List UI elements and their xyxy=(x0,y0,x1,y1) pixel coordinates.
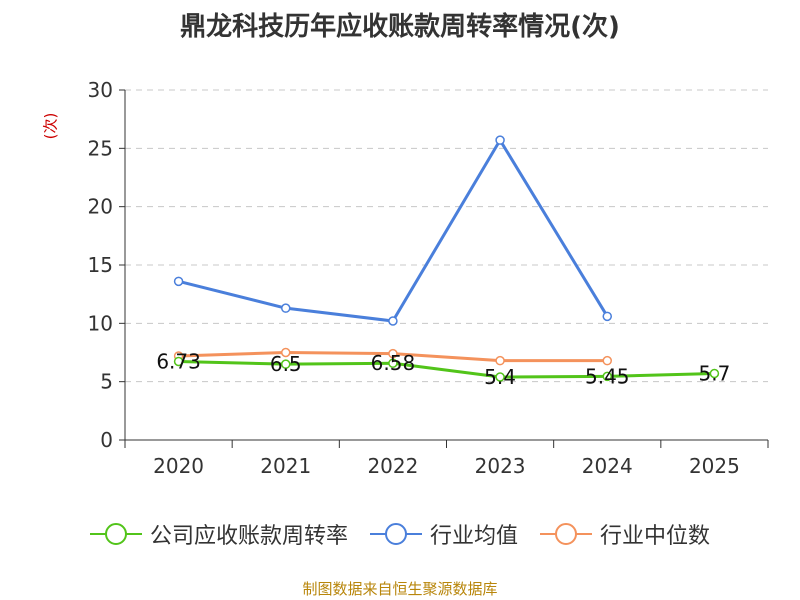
y-tick-label: 20 xyxy=(88,195,113,219)
data-point-industry-median[interactable] xyxy=(602,355,612,366)
data-point-industry-average[interactable] xyxy=(495,135,505,145)
data-label: 6.58 xyxy=(371,351,416,375)
data-point-company[interactable] xyxy=(173,356,184,367)
chart-title: 鼎龙科技历年应收账款周转率情况(次) xyxy=(180,12,620,42)
legend-label-company: 公司应收账款周转率 xyxy=(149,524,348,549)
data-label: 6.73 xyxy=(156,349,201,373)
legend-label-industry-average: 行业均值 xyxy=(429,524,518,549)
legend-marker-industry-average xyxy=(369,523,422,545)
data-label: 5.7 xyxy=(699,362,731,386)
data-point-company[interactable] xyxy=(281,359,291,369)
data-label: 5.45 xyxy=(585,364,630,388)
x-tick-label: 2022 xyxy=(367,454,418,478)
legend-item-industry-average[interactable]: 行业均值 xyxy=(369,518,518,550)
data-point-industry-median[interactable] xyxy=(281,347,291,358)
data-point-company[interactable] xyxy=(495,372,505,382)
legend-item-company[interactable]: 公司应收账款周转率 xyxy=(89,518,348,550)
data-point-industry-average[interactable] xyxy=(173,276,184,287)
data-point-company[interactable] xyxy=(709,368,720,379)
y-tick-label: 5 xyxy=(100,370,113,394)
x-tick-label: 2021 xyxy=(260,454,311,478)
legend: 公司应收账款周转率 行业均值 行业中位数 xyxy=(0,518,800,550)
x-tick-label: 2023 xyxy=(475,454,526,478)
x-tick-label: 2024 xyxy=(582,454,633,478)
legend-label-industry-median: 行业中位数 xyxy=(600,524,711,549)
legend-marker-industry-median xyxy=(540,523,592,545)
y-tick-label: 25 xyxy=(88,136,113,160)
data-point-industry-median[interactable] xyxy=(495,355,505,366)
data-point-company[interactable] xyxy=(602,371,612,382)
legend-item-industry-median[interactable]: 行业中位数 xyxy=(540,518,710,550)
data-point-industry-average[interactable] xyxy=(281,303,291,313)
x-tick-label: 2025 xyxy=(689,454,740,478)
data-point-industry-average[interactable] xyxy=(388,316,398,326)
data-label: 5.4 xyxy=(484,365,516,389)
legend-marker-company xyxy=(89,523,142,545)
y-tick-label: 15 xyxy=(88,253,113,277)
data-label: 6.5 xyxy=(270,352,302,376)
grid-lines xyxy=(125,89,768,383)
data-point-industry-average[interactable] xyxy=(602,311,612,322)
data-point-industry-median[interactable] xyxy=(388,348,398,359)
series-line-industry-average xyxy=(178,138,609,323)
series xyxy=(173,135,720,382)
series-line-company xyxy=(178,359,715,379)
data-point-company[interactable] xyxy=(388,358,398,368)
x-tick-label: 2020 xyxy=(153,454,204,478)
y-tick-label: 30 xyxy=(88,78,113,102)
y-tick-label: 0 xyxy=(100,428,113,452)
data-labels: 6.73 6.5 6.58 5.4 5.45 5.7 xyxy=(156,349,730,389)
y-tick-label: 10 xyxy=(88,311,113,335)
data-source-note: 制图数据来自恒生聚源数据库 xyxy=(302,580,498,598)
